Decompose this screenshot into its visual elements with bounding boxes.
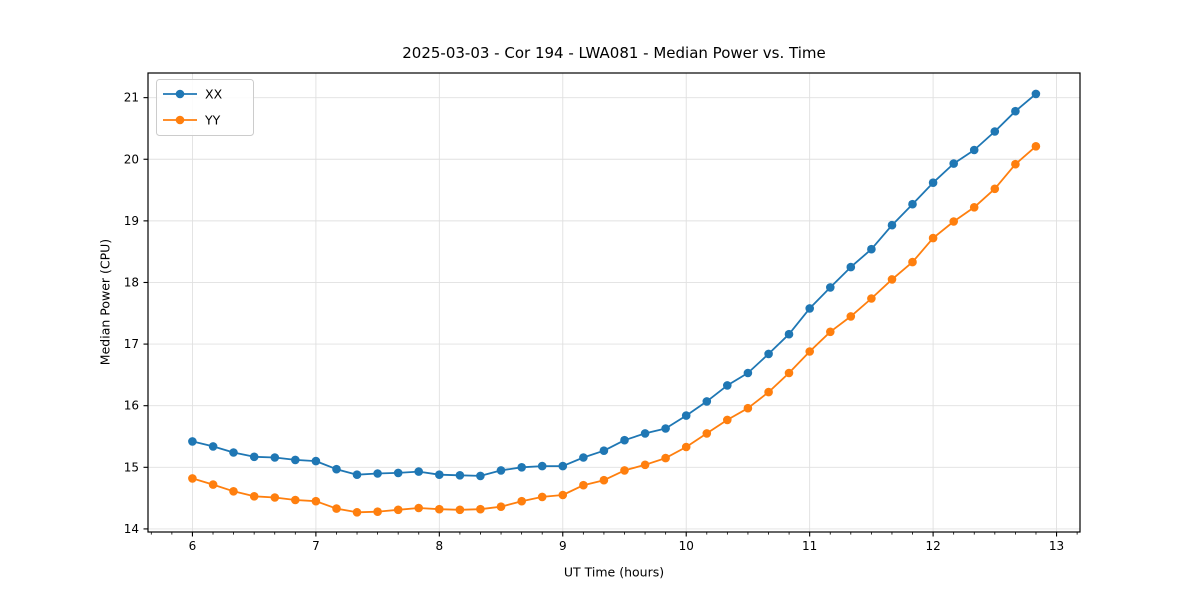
y-axis-label: Median Power (CPU) (97, 238, 113, 366)
legend-label-yy: YY (204, 113, 221, 128)
svg-text:19: 19 (124, 214, 139, 228)
legend-label-xx: XX (205, 87, 223, 102)
svg-text:9: 9 (559, 539, 567, 553)
series-yy-markers (188, 142, 1041, 517)
svg-text:7: 7 (312, 539, 320, 553)
x-axis-label: UT Time (hours) (563, 564, 665, 580)
svg-text:16: 16 (124, 399, 139, 413)
svg-text:14: 14 (124, 522, 139, 536)
legend-item-yy: YY (163, 113, 221, 128)
svg-text:18: 18 (124, 275, 139, 289)
svg-text:10: 10 (679, 539, 694, 553)
svg-text:21: 21 (124, 91, 139, 105)
y-ticks (143, 97, 148, 530)
svg-text:12: 12 (925, 539, 940, 553)
svg-text:17: 17 (124, 337, 139, 351)
x-tick-labels: 6 7 8 9 10 11 12 13 (189, 539, 1065, 553)
series-yy-line (192, 145, 1037, 514)
y-tick-labels: 14 15 16 17 18 19 20 21 (124, 91, 139, 536)
legend: XX YY (156, 79, 254, 136)
svg-text:8: 8 (436, 539, 444, 553)
y-gridlines (148, 97, 1080, 530)
legend-item-xx: XX (163, 87, 223, 102)
legend-marker-xx (175, 89, 185, 99)
svg-text:15: 15 (124, 460, 139, 474)
svg-text:20: 20 (124, 152, 139, 166)
series-xx-markers (188, 89, 1041, 481)
series-xx-line (192, 93, 1037, 477)
chart-title: 2025-03-03 - Cor 194 - LWA081 - Median P… (402, 44, 826, 62)
x-gridlines (191, 73, 1057, 532)
plot-border (147, 72, 1081, 533)
x-ticks (150, 532, 1078, 537)
legend-marker-yy (175, 115, 185, 125)
svg-text:11: 11 (802, 539, 817, 553)
svg-text:13: 13 (1049, 539, 1064, 553)
svg-text:6: 6 (189, 539, 197, 553)
